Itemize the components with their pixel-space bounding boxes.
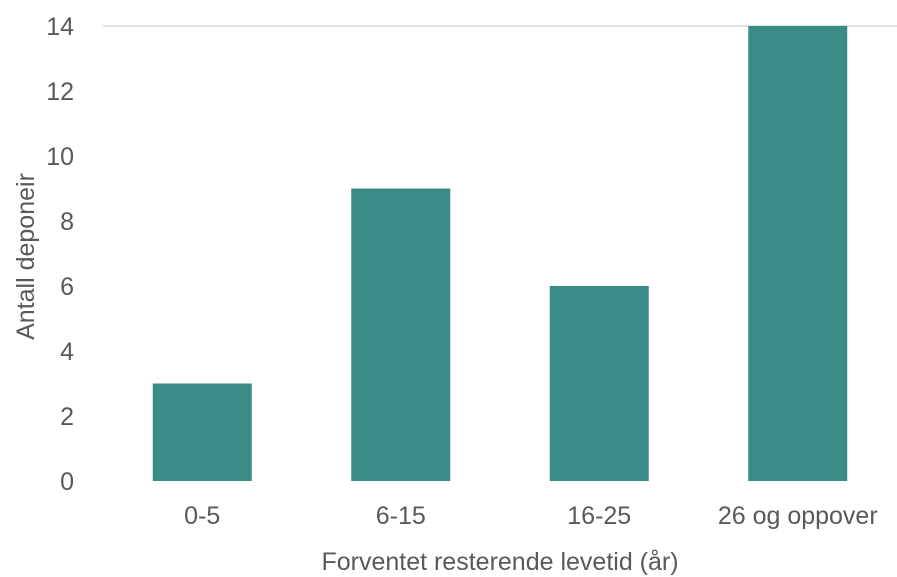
bars bbox=[152, 26, 848, 481]
y-axis-ticks: 0 2 4 6 8 10 12 14 bbox=[46, 13, 74, 496]
bar bbox=[152, 383, 252, 481]
y-tick-label: 2 bbox=[60, 403, 74, 431]
bar bbox=[351, 188, 451, 481]
x-axis-title: Forventet resterende levetid (år) bbox=[321, 548, 678, 576]
y-tick-label: 12 bbox=[46, 78, 74, 106]
x-tick-label: 26 og oppover bbox=[718, 502, 878, 530]
x-axis-ticks: 0-5 6-15 16-25 26 og oppover bbox=[184, 502, 878, 530]
x-tick-label: 6-15 bbox=[376, 502, 426, 530]
x-tick-label: 16-25 bbox=[567, 502, 631, 530]
y-tick-label: 14 bbox=[46, 13, 74, 41]
y-tick-label: 8 bbox=[60, 208, 74, 236]
x-tick-label: 0-5 bbox=[184, 502, 220, 530]
y-axis-title: Antall deponeir bbox=[12, 173, 40, 340]
y-tick-label: 4 bbox=[60, 338, 74, 366]
y-tick-label: 0 bbox=[60, 468, 74, 496]
bar bbox=[549, 286, 649, 481]
bar bbox=[748, 26, 848, 481]
y-tick-label: 6 bbox=[60, 273, 74, 301]
y-tick-label: 10 bbox=[46, 143, 74, 171]
